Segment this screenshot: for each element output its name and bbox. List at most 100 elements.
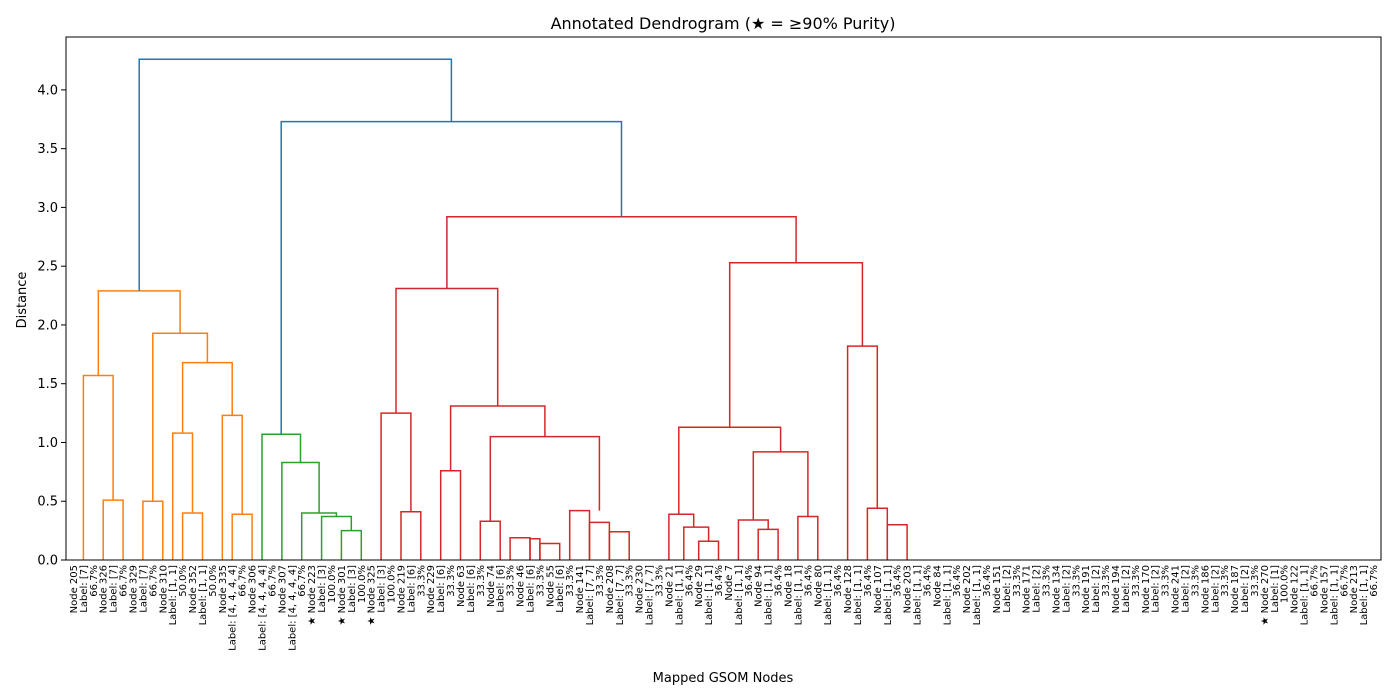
cluster-link-3 (181, 512, 204, 560)
leaf-label-116: 33.3% (1220, 565, 1231, 597)
leaf-label-124: Label: [1, 1] (1300, 565, 1311, 626)
leaf-label-100: Label: [2] (1061, 565, 1072, 613)
leaf-label-108: Node 170 (1141, 565, 1152, 613)
cluster-link-12 (300, 512, 338, 560)
leaf-label-117: Node 187 (1230, 565, 1241, 613)
cluster-link-22 (568, 509, 591, 560)
cluster-link-19 (509, 536, 531, 560)
cluster-link-23 (588, 521, 611, 560)
cluster-link-31 (737, 519, 769, 560)
leaf-label-65: 36.4% (714, 565, 725, 597)
cluster-link-29 (683, 526, 710, 560)
cluster-link-32 (757, 528, 779, 560)
cluster-link-15 (400, 511, 422, 560)
cluster-link-11 (320, 515, 353, 560)
leaf-label-92: 36.4% (982, 565, 993, 597)
leaf-label-78: Node 128 (843, 565, 854, 613)
leaf-label-85: Label: [1, 1] (913, 565, 924, 626)
leaf-label-127: Label: [1, 1] (1329, 565, 1340, 626)
leaf-label-20: 66.7% (267, 565, 278, 597)
leaf-label-37: Label: [6] (436, 565, 447, 613)
leaf-label-12: Node 352 (188, 565, 199, 613)
y-tick-label-5: 2.5 (37, 260, 58, 275)
leaf-label-28: Label: [3] (347, 565, 358, 613)
leaf-label-102: Node 191 (1081, 565, 1092, 613)
dendrogram-links (82, 58, 908, 560)
leaf-label-71: 36.4% (774, 565, 785, 597)
cluster-link-27 (395, 287, 499, 414)
leaf-label-34: Label: [6] (406, 565, 417, 613)
leaf-label-50: 33.3% (565, 565, 576, 597)
leaf-label-4: Label: [7] (109, 565, 120, 613)
cluster-link-41 (280, 120, 623, 435)
cluster-link-33 (797, 515, 819, 560)
cluster-link-40 (446, 216, 797, 289)
cluster-link-17 (439, 469, 462, 560)
leaf-label-5: 66.7% (119, 565, 130, 597)
chart-title: Annotated Dendrogram (★ = ≥90% Purity) (551, 14, 896, 33)
leaf-label-32: 100.0% (387, 565, 398, 603)
leaf-label-15: Node 335 (218, 565, 229, 613)
leaf-label-96: Node 171 (1022, 565, 1033, 613)
leaf-label-74: 36.4% (803, 565, 814, 597)
y-tick-label-7: 3.5 (37, 142, 58, 157)
cluster-link-10 (340, 529, 363, 560)
leaf-label-79: Label: [1, 1] (853, 565, 864, 626)
leaf-label-53: 33.3% (595, 565, 606, 597)
leaf-label-118: Label: [2] (1240, 565, 1251, 613)
leaf-label-130: Label: [1, 1] (1359, 565, 1370, 626)
leaf-label-84: Node 203 (903, 565, 914, 613)
leaf-label-45: Node 46 (516, 565, 527, 607)
leaf-label-17: 66.7% (238, 565, 249, 597)
plot-axes (65, 36, 1382, 561)
leaf-label-54: Node 208 (605, 565, 616, 613)
leaf-label-68: 36.4% (744, 565, 755, 597)
leaf-label-3: Node 326 (99, 565, 110, 613)
leaf-label-46: Label: [6] (526, 565, 537, 613)
leaf-label-112: Label: [2] (1181, 565, 1192, 613)
cluster-link-5 (231, 513, 253, 560)
leaf-label-43: Label: [6] (496, 565, 507, 613)
cluster-link-28 (668, 513, 695, 560)
leaf-label-131: 66.7% (1369, 565, 1380, 597)
leaf-label-125: 66.7% (1310, 565, 1321, 597)
leaf-label-58: Label: [7, 7] (645, 565, 656, 626)
leaf-label-62: 36.4% (684, 565, 695, 597)
leaf-label-91: Label: [1, 1] (972, 565, 983, 626)
leaf-label-89: 36.4% (952, 565, 963, 597)
leaf-label-36: Node 229 (426, 565, 437, 613)
leaf-label-44: 33.3% (506, 565, 517, 597)
leaf-label-31: Label: [3] (377, 565, 388, 613)
leaf-label-129: Node 213 (1349, 565, 1360, 613)
leaf-label-23: 66.7% (297, 565, 308, 597)
cluster-link-0 (82, 374, 114, 560)
leaf-label-25: Label: [3] (317, 565, 328, 613)
leaf-label-40: Label: [6] (466, 565, 477, 613)
leaf-label-76: Label: [1, 1] (823, 565, 834, 626)
y-tick-label-0: 0.0 (37, 554, 58, 569)
cluster-link-35 (678, 426, 782, 515)
cluster-link-7 (181, 361, 233, 434)
cluster-link-34 (752, 451, 809, 520)
leaf-label-94: Label: [2] (1002, 565, 1013, 613)
leaf-label-77: 36.4% (833, 565, 844, 597)
leaf-label-110: 33.3% (1161, 565, 1172, 597)
leaf-label-1: Label: [7] (79, 565, 90, 613)
leaf-label-24: ★ Node 223 (307, 565, 318, 626)
leaf-label-126: Node 157 (1319, 565, 1330, 613)
leaf-label-97: Label: [2] (1032, 565, 1043, 613)
leaf-label-103: Label: [2] (1091, 565, 1102, 613)
leaf-label-33: Node 219 (397, 565, 408, 613)
cluster-link-37 (886, 523, 908, 560)
y-tick-label-2: 1.0 (37, 436, 58, 451)
leaf-label-30: ★ Node 325 (367, 565, 378, 626)
y-tick-label-3: 1.5 (37, 377, 58, 392)
leaf-label-101: 33.3% (1071, 565, 1082, 597)
leaf-label-6: Node 329 (129, 565, 140, 613)
y-tick-label-1: 0.5 (37, 495, 58, 510)
leaf-label-95: 33.3% (1012, 565, 1023, 597)
leaf-label-60: Node 21 (664, 565, 675, 607)
leaf-label-13: Label: [1, 1] (198, 565, 209, 626)
